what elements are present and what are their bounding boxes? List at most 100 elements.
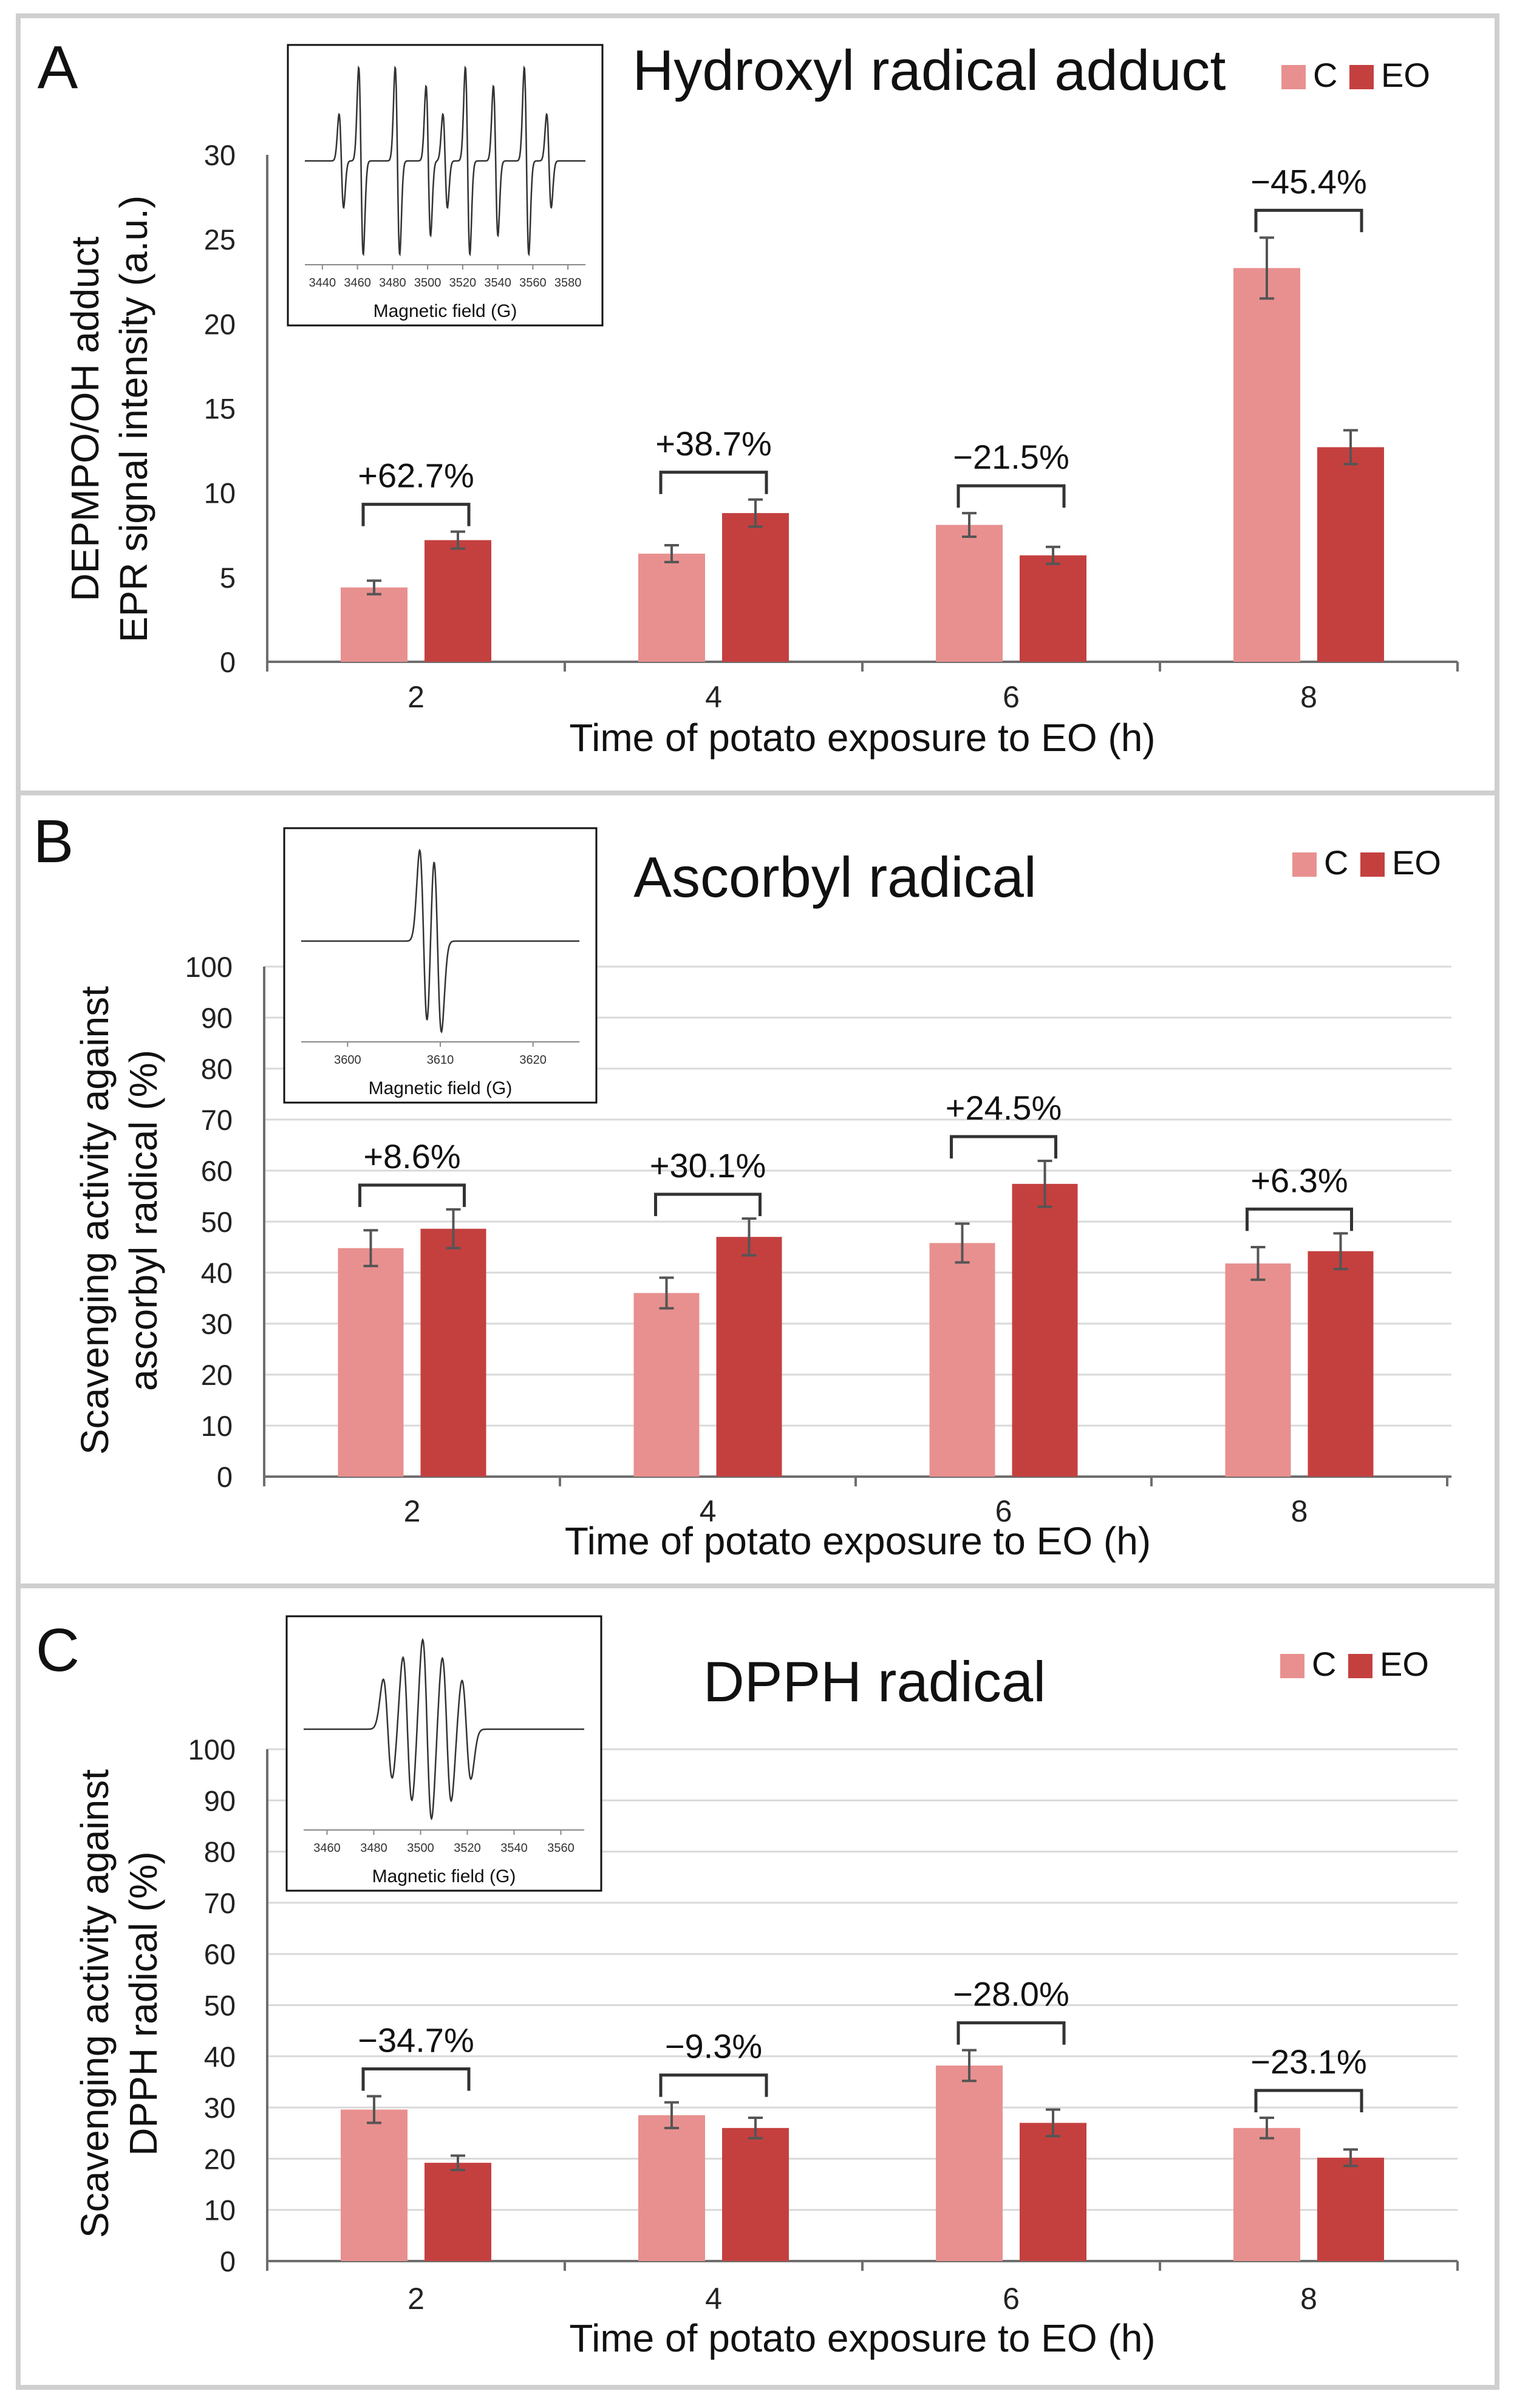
legend-label-eo: EO (1380, 1645, 1429, 1683)
percent-change-label: +38.7% (655, 424, 772, 463)
inset-x-tick-label: 3500 (414, 276, 442, 290)
percent-change-label: −28.0% (953, 1975, 1069, 2013)
x-axis-label: Time of potato exposure to EO (h) (569, 716, 1155, 760)
comparison-bracket (361, 2067, 471, 2091)
y-tick-label: 20 (201, 1359, 233, 1391)
inset-x-tick-label: 3460 (344, 276, 371, 290)
percent-change-label: −9.3% (665, 2027, 762, 2066)
legend: C EO (1292, 843, 1441, 882)
legend-label-c: C (1312, 1645, 1336, 1683)
panel-letter: A (38, 33, 78, 101)
bar-c (1225, 1263, 1291, 1477)
y-tick-label: 80 (201, 1053, 233, 1085)
inset-x-tick-label: 3480 (360, 1842, 387, 1855)
bar-eo (420, 1228, 486, 1477)
y-tick-label: 100 (185, 951, 233, 983)
panel-letter: B (33, 808, 74, 876)
y-axis-label: Scavenging activity against ascorbyl radi… (73, 986, 165, 1455)
percent-change-label: −23.1% (1250, 2042, 1367, 2081)
percent-change-label: +8.6% (363, 1137, 460, 1175)
percent-change-label: −45.4% (1250, 162, 1367, 200)
y-tick-label: 10 (204, 2194, 236, 2226)
inset-x-tick-label: 3560 (519, 276, 547, 290)
y-tick-label: 70 (204, 1887, 236, 1919)
epr-spectrum-inset: 3600 3610 3620 Magnetic field (G) (283, 827, 598, 1104)
inset-x-tick-label: 3500 (407, 1842, 434, 1855)
x-axis-label: Time of potato exposure to EO (h) (565, 1519, 1151, 1563)
legend-swatch-c (1292, 852, 1317, 877)
percent-change-label: +6.3% (1250, 1161, 1348, 1199)
y-tick-label: 15 (204, 393, 236, 425)
bar-c (936, 2065, 1003, 2261)
y-axis-label-line: DPPH radical (%) (121, 1851, 165, 2155)
y-axis-label-line: Scavenging activity against (73, 1769, 117, 2238)
panel-b: B Ascorbyl radical 0 10 20 30 40 50 60 70 80 90 100 S… (16, 791, 1499, 1588)
percent-change-label: −34.7% (358, 2021, 474, 2059)
inset-x-tick-label: 3440 (309, 276, 336, 290)
bar-eo (425, 540, 491, 662)
comparison-bracket (1254, 208, 1363, 233)
y-tick-label: 100 (188, 1733, 236, 1766)
y-tick-label: 10 (204, 477, 236, 509)
inset-x-tick-label: 3540 (500, 1842, 528, 1855)
comparison-bracket (1254, 2089, 1363, 2112)
inset-x-tick-label: 3600 (334, 1053, 361, 1067)
percent-change-label: +62.7% (358, 457, 474, 495)
x-tick-label: 8 (1291, 1494, 1308, 1528)
bar-eo (1020, 555, 1086, 662)
bar-c (638, 553, 705, 662)
x-tick-label: 2 (407, 2282, 425, 2316)
inset-x-tick-label: 3460 (313, 1842, 341, 1855)
comparison-bracket (1246, 1207, 1353, 1231)
comparison-bracket (654, 1192, 762, 1216)
y-tick-label: 0 (217, 1461, 233, 1493)
bar-eo (1317, 2157, 1384, 2261)
x-tick-label: 4 (705, 2282, 722, 2316)
chart-title: DPPH radical (703, 1650, 1046, 1713)
bar-c (338, 1248, 404, 1477)
inset-x-tick-label: 3620 (519, 1053, 547, 1067)
x-tick-label: 6 (1003, 2282, 1020, 2316)
legend-label-eo: EO (1381, 56, 1430, 94)
x-tick-label: 8 (1300, 680, 1317, 714)
x-tick-label: 2 (407, 680, 425, 714)
bar-eo (722, 513, 789, 662)
y-axis-label-line: ascorbyl radical (%) (121, 1050, 165, 1391)
epr-spectrum-inset: 3440 3460 3480 3500 3520 3540 3560 3580 Magnetic… (287, 44, 604, 327)
y-axis-label-line: EPR signal intensity (a.u.) (112, 196, 155, 642)
bar-eo (1020, 2123, 1086, 2261)
epr-spectrum-trace (305, 65, 585, 257)
y-tick-label: 50 (204, 1990, 236, 2022)
bar-eo (716, 1237, 782, 1477)
legend-swatch-eo (1349, 65, 1374, 89)
bar-c (633, 1293, 700, 1477)
x-tick-label: 8 (1300, 2282, 1317, 2316)
bar-c (638, 2115, 705, 2261)
y-tick-label: 40 (204, 2041, 236, 2073)
inset-x-tick-label: 3480 (379, 276, 406, 290)
inset-x-tick-label: 3520 (454, 1842, 481, 1855)
legend-swatch-eo (1360, 852, 1385, 877)
legend-label-eo: EO (1392, 843, 1441, 882)
y-tick-label: 0 (220, 2245, 236, 2277)
comparison-bracket (659, 471, 768, 494)
comparison-bracket (956, 2021, 1066, 2045)
y-tick-label: 80 (204, 1836, 236, 1868)
legend-swatch-c (1280, 1654, 1304, 1678)
percent-change-label: −21.5% (953, 438, 1069, 476)
inset-x-tick-label: 3560 (547, 1842, 575, 1855)
y-tick-label: 90 (201, 1002, 233, 1034)
comparison-bracket (361, 503, 471, 526)
chart-title: Ascorbyl radical (633, 845, 1036, 909)
y-axis-label-line: Scavenging activity against (73, 986, 117, 1455)
y-tick-label: 70 (201, 1104, 233, 1136)
legend: C EO (1281, 56, 1430, 94)
inset-x-axis-label: Magnetic field (G) (372, 1866, 516, 1886)
y-axis-label: Scavenging activity against DPPH radical … (73, 1769, 165, 2238)
y-axis-label-line: DEPMPO/OH adduct (63, 236, 107, 601)
comparison-bracket (950, 1135, 1057, 1159)
bar-c (929, 1243, 995, 1477)
y-tick-label: 90 (204, 1784, 236, 1817)
panel-frame (16, 1583, 1499, 2390)
panel-letter: C (36, 1616, 80, 1684)
